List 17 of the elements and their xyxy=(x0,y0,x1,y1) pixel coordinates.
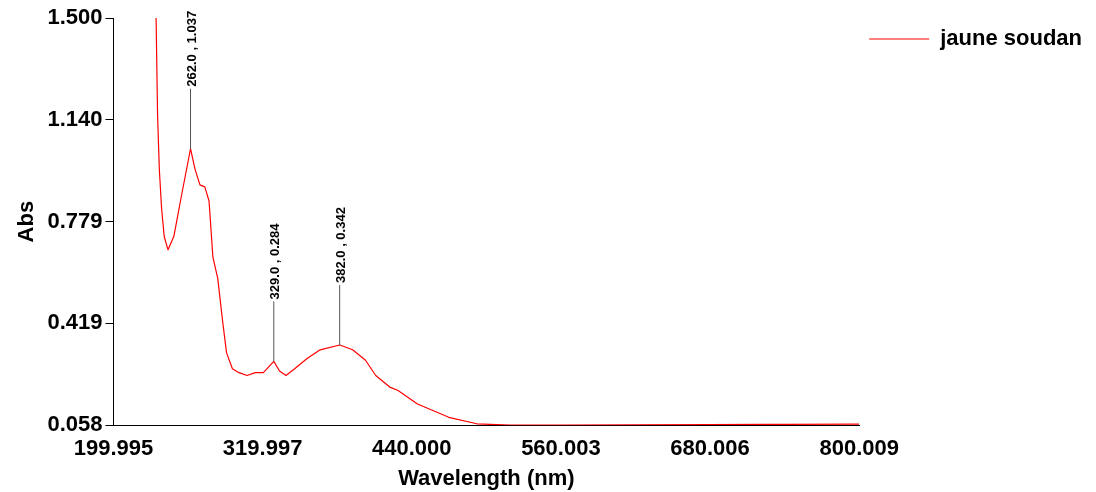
y-axis-title: Abs xyxy=(13,200,39,243)
x-axis-title: Wavelength (nm) xyxy=(398,464,575,490)
x-tick-label: 319.997 xyxy=(222,435,303,461)
x-tick-label: 199.995 xyxy=(73,435,154,461)
x-tick-label: 680.006 xyxy=(670,435,750,461)
annotation: 329.0 , 0.284 xyxy=(266,222,282,300)
x-tick-label: 800.009 xyxy=(819,435,899,461)
x-tick-label: 440.000 xyxy=(371,435,452,461)
y-tick-label: 0.419 xyxy=(47,309,103,335)
y-tick-label: 0.779 xyxy=(47,207,103,233)
y-tick-label: 0.058 xyxy=(47,411,103,437)
annotation: 262.0 , 1.037 xyxy=(183,10,199,87)
y-tick-label: 1.140 xyxy=(47,105,103,131)
y-tick-label: 1.500 xyxy=(47,4,103,30)
legend-label: jaune soudan xyxy=(939,25,1082,51)
annotation: 382.0 , 0.342 xyxy=(332,207,348,283)
x-tick-label: 560.003 xyxy=(521,435,601,461)
